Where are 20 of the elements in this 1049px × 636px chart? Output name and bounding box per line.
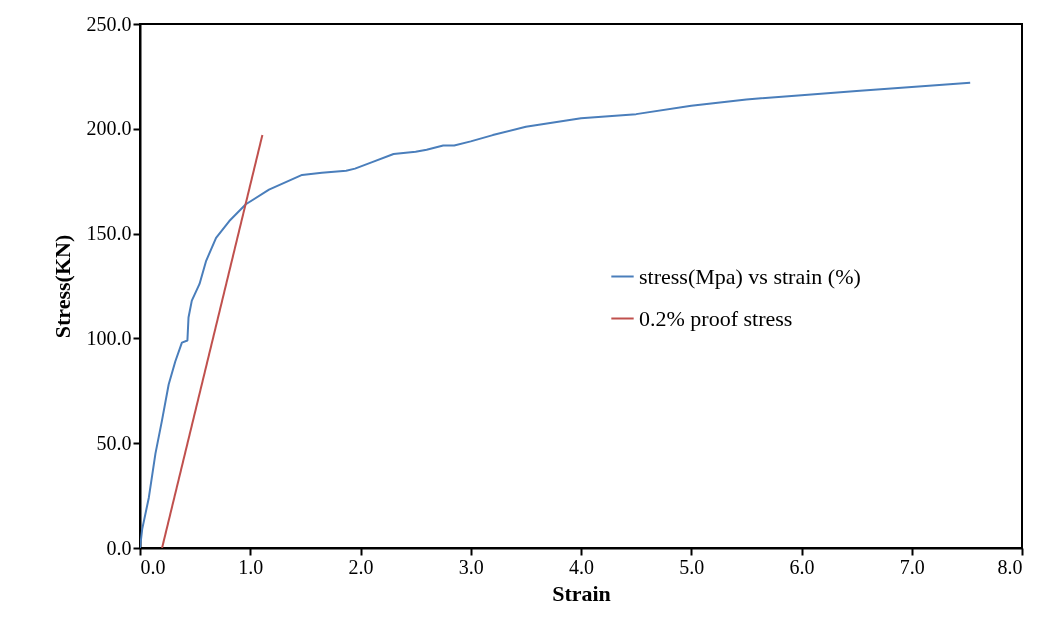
x-tick-label: 4.0 (569, 555, 594, 578)
x-axis-title: Strain (552, 580, 611, 606)
y-tick-label: 250.0 (86, 12, 132, 35)
x-tick-label: 8.0 (997, 555, 1023, 578)
line-series (140, 81, 972, 548)
y-axis-title: Stress(KN) (49, 234, 75, 339)
y-tick-label: 50.0 (96, 431, 132, 454)
y-tick-label: 100.0 (86, 326, 132, 349)
x-tick-label: 5.0 (679, 555, 705, 578)
x-tick-label: 7.0 (899, 555, 925, 578)
x-tick-label: 3.0 (458, 555, 484, 578)
legend-label: stress(Mpa) vs strain (%) (639, 263, 861, 289)
legend-label: 0.2% proof stress (639, 305, 793, 331)
x-tick-label: 2.0 (348, 555, 374, 578)
y-tick-label: 0.0 (106, 536, 132, 559)
x-tick-label: 0.0 (140, 555, 166, 578)
y-tick-label: 150.0 (86, 222, 132, 245)
y-tick-label: 200.0 (86, 117, 132, 140)
x-tick-label: 6.0 (789, 555, 815, 578)
x-tick-label: 1.0 (238, 555, 264, 578)
